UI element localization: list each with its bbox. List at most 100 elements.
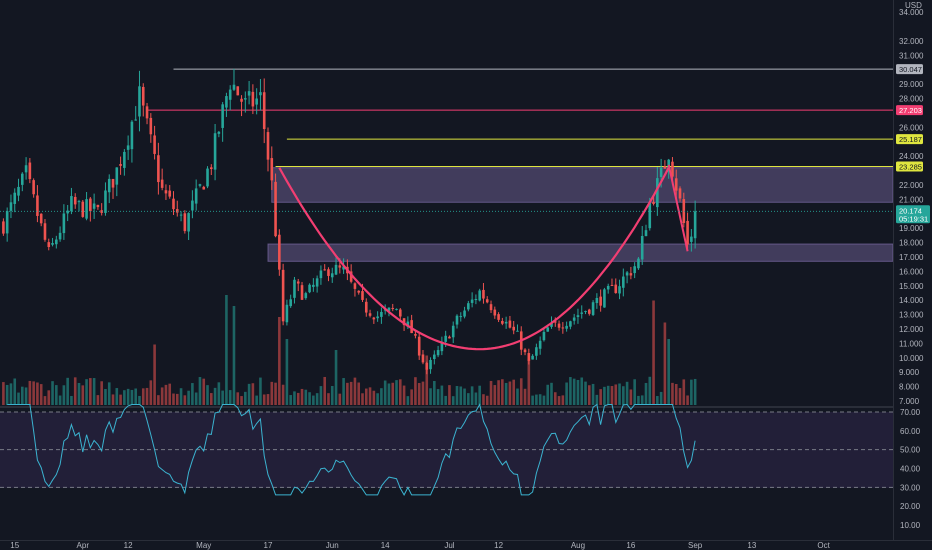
- candle: [569, 321, 572, 327]
- volume-bar: [55, 385, 58, 405]
- candle: [168, 190, 172, 197]
- candle: [13, 192, 17, 204]
- candle: [625, 272, 629, 276]
- volume-bar: [399, 379, 402, 405]
- price-tick-label: 8.000: [899, 383, 920, 392]
- volume-bar: [183, 395, 187, 405]
- volume-bar: [606, 385, 610, 405]
- volume-bar: [164, 384, 168, 405]
- volume-bar: [572, 378, 576, 405]
- volume-bar: [678, 388, 682, 405]
- volume-bar: [433, 380, 436, 405]
- volume-bar: [440, 385, 444, 405]
- volume-bar: [281, 384, 285, 405]
- price-axis-background[interactable]: [894, 0, 932, 540]
- candle: [474, 299, 478, 301]
- volume-bar: [73, 377, 77, 405]
- volume-bar: [244, 391, 247, 405]
- candle: [221, 104, 224, 128]
- volume-bar: [663, 322, 667, 405]
- candle: [225, 96, 228, 108]
- candle: [100, 210, 103, 213]
- candle: [236, 86, 240, 96]
- candle: [134, 119, 137, 121]
- volume-bar: [523, 388, 527, 405]
- volume-bar: [270, 381, 274, 405]
- candle: [138, 86, 141, 117]
- candle: [557, 323, 561, 328]
- candle: [342, 266, 345, 270]
- candle: [28, 162, 32, 180]
- volume-bar: [138, 395, 141, 405]
- volume-bar: [349, 381, 353, 405]
- candle: [270, 158, 274, 181]
- price-tick-label: 17.000: [899, 253, 924, 262]
- volume-bar: [402, 385, 406, 405]
- candle: [674, 178, 678, 191]
- candle: [504, 321, 508, 324]
- candle: [425, 363, 429, 370]
- volume-bar: [542, 395, 546, 405]
- volume-bar: [187, 390, 190, 405]
- price-tag-label: 23.285: [899, 162, 922, 171]
- price-axis-unit: USD: [905, 1, 922, 10]
- candle: [157, 155, 160, 183]
- candle: [614, 284, 618, 294]
- candle: [32, 180, 35, 195]
- candle: [622, 276, 625, 288]
- candle: [119, 164, 122, 166]
- volume-bar: [342, 378, 345, 405]
- candle: [493, 309, 497, 316]
- volume-bar: [656, 396, 659, 405]
- candle: [96, 204, 100, 208]
- price-tick-label: 26.000: [899, 123, 924, 132]
- candle: [417, 336, 421, 356]
- volume-bar: [482, 394, 485, 405]
- volume-bar: [315, 393, 319, 405]
- volume-bar: [550, 382, 553, 405]
- candle: [281, 269, 285, 322]
- candle: [659, 167, 663, 177]
- price-tick-label: 32.000: [899, 37, 924, 46]
- time-tick-label: Sep: [688, 541, 703, 550]
- volume-bar: [255, 395, 258, 405]
- candle: [380, 311, 383, 317]
- candle: [164, 190, 168, 194]
- volume-bar: [157, 395, 160, 405]
- price-tick-label: 29.000: [899, 80, 924, 89]
- candle: [538, 340, 542, 349]
- candle: [206, 168, 209, 187]
- volume-bar: [674, 384, 678, 405]
- volume-bar: [376, 393, 379, 405]
- volume-bar: [32, 381, 35, 405]
- candle: [36, 195, 39, 216]
- volume-bar: [614, 384, 618, 405]
- time-tick-label: Jun: [326, 541, 339, 550]
- candle: [485, 299, 489, 303]
- volume-bar: [489, 380, 493, 405]
- rsi-tick-label: 30.00: [900, 483, 921, 492]
- candle: [175, 209, 179, 213]
- candle: [247, 91, 251, 96]
- volume-bar: [455, 386, 459, 405]
- volume-bar: [191, 383, 194, 405]
- candle: [187, 213, 190, 232]
- rsi-line: [7, 403, 696, 496]
- candle: [111, 178, 115, 188]
- rsi-tick-label: 20.00: [900, 502, 921, 511]
- price-tag-label: 25.187: [899, 135, 922, 144]
- volume-bar: [497, 380, 500, 405]
- candle: [565, 325, 568, 329]
- candle: [123, 151, 126, 168]
- volume-bar: [232, 306, 236, 405]
- candle: [232, 84, 236, 90]
- volume-bar: [633, 379, 636, 405]
- volume-bar: [70, 395, 73, 405]
- candle: [686, 220, 689, 245]
- candle: [183, 213, 187, 232]
- volume-bar: [629, 389, 633, 405]
- time-tick-label: 14: [381, 541, 390, 550]
